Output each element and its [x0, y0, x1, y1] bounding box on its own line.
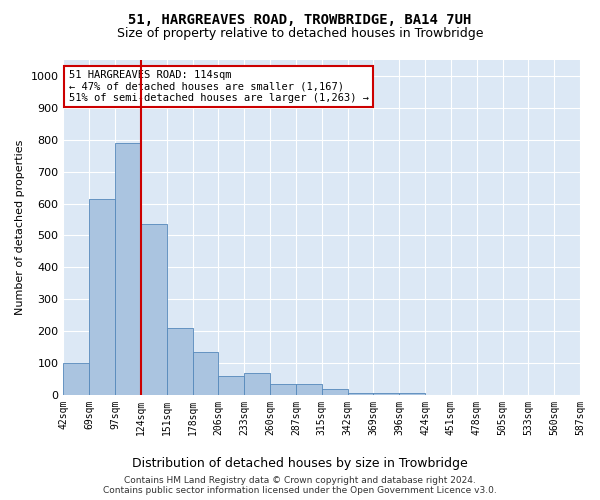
Bar: [193, 352, 218, 395]
Bar: [115, 143, 141, 395]
Bar: [141, 224, 167, 395]
Bar: [167, 328, 193, 395]
Bar: [218, 376, 244, 395]
Bar: [322, 388, 347, 395]
Text: Contains public sector information licensed under the Open Government Licence v3: Contains public sector information licen…: [103, 486, 497, 495]
Bar: [373, 394, 399, 395]
Bar: [89, 198, 115, 395]
Bar: [270, 384, 296, 395]
Bar: [244, 372, 270, 395]
Text: Size of property relative to detached houses in Trowbridge: Size of property relative to detached ho…: [117, 28, 483, 40]
Text: Contains HM Land Registry data © Crown copyright and database right 2024.: Contains HM Land Registry data © Crown c…: [124, 476, 476, 485]
Bar: [296, 384, 322, 395]
Y-axis label: Number of detached properties: Number of detached properties: [15, 140, 25, 315]
Bar: [399, 394, 425, 395]
Bar: [347, 394, 373, 395]
Text: 51 HARGREAVES ROAD: 114sqm
← 47% of detached houses are smaller (1,167)
51% of s: 51 HARGREAVES ROAD: 114sqm ← 47% of deta…: [68, 70, 368, 103]
Text: Distribution of detached houses by size in Trowbridge: Distribution of detached houses by size …: [132, 458, 468, 470]
Text: 51, HARGREAVES ROAD, TROWBRIDGE, BA14 7UH: 51, HARGREAVES ROAD, TROWBRIDGE, BA14 7U…: [128, 12, 472, 26]
Bar: [64, 363, 89, 395]
